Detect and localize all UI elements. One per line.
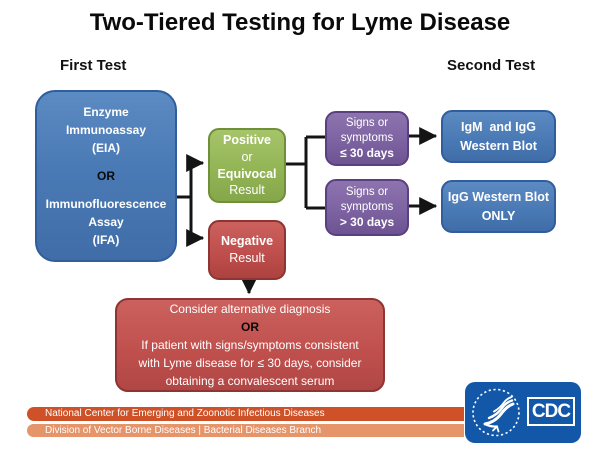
node-text: obtaining a convalescent serum	[165, 374, 335, 388]
node-or-text: OR	[97, 169, 115, 183]
page-title: Two-Tiered Testing for Lyme Disease	[89, 9, 511, 36]
node-text: If patient with signs/symptoms consisten…	[141, 338, 359, 352]
node-text: Signs or	[345, 116, 389, 129]
node-alternative-diagnosis: Consider alternative diagnosis OR If pat…	[115, 298, 385, 392]
node-or-text: OR	[241, 320, 259, 334]
hhs-seal-icon	[472, 388, 520, 437]
footer-center-text: National Center for Emerging and Zoonoti…	[45, 408, 325, 420]
node-text: Negative	[220, 233, 274, 248]
node-negative-result: Negative Result	[208, 220, 286, 280]
node-text: Immunofluorescence	[45, 197, 167, 211]
cdc-logo-text: CDC	[527, 397, 575, 426]
node-text: symptoms	[340, 200, 394, 213]
node-text: Consider alternative diagnosis	[169, 302, 331, 316]
node-text: > 30 days	[339, 214, 395, 229]
node-signs-30-or-less: Signs or symptoms ≤ 30 days	[325, 111, 409, 166]
node-igg-western-blot-only: IgG Western Blot ONLY	[441, 180, 556, 233]
node-text: symptoms	[340, 131, 394, 144]
node-text: ≤ 30 days	[340, 145, 394, 160]
cdc-logo: CDC	[465, 382, 581, 443]
footer-center-bar: National Center for Emerging and Zoonoti…	[27, 407, 464, 421]
node-text: IgG Western Blot	[447, 190, 550, 205]
node-positive-equivocal: Positive or Equivocal Result	[208, 128, 286, 203]
node-text: with Lyme disease for ≤ 30 days, conside…	[138, 356, 362, 370]
node-text: Positive	[223, 132, 271, 147]
node-text: ONLY	[481, 208, 516, 223]
node-text: Signs or	[345, 185, 389, 198]
node-eia-ifa: Enzyme Immunoassay (EIA) OR Immunofluore…	[35, 90, 177, 262]
footer-division-text: Division of Vector Borne Diseases | Bact…	[45, 424, 322, 436]
node-text: Result	[229, 251, 265, 265]
node-text: Equivocal	[217, 166, 277, 181]
node-igm-igg-western-blot: IgM and IgG Western Blot	[441, 110, 556, 163]
node-text: IgM and IgG	[461, 120, 536, 135]
footer-division-bar: Division of Vector Borne Diseases | Bact…	[27, 423, 464, 437]
node-text: Immunoassay	[65, 123, 147, 137]
node-signs-over-30: Signs or symptoms > 30 days	[325, 179, 409, 236]
node-text: (IFA)	[92, 233, 120, 247]
first-test-label: First Test	[60, 57, 127, 74]
node-text: (EIA)	[92, 141, 120, 155]
node-text: or	[241, 149, 253, 164]
node-text: Western Blot	[460, 138, 537, 153]
node-text: Result	[229, 183, 265, 198]
node-text: Enzyme	[83, 105, 129, 119]
second-test-label: Second Test	[447, 57, 536, 74]
node-text: Assay	[88, 215, 124, 229]
